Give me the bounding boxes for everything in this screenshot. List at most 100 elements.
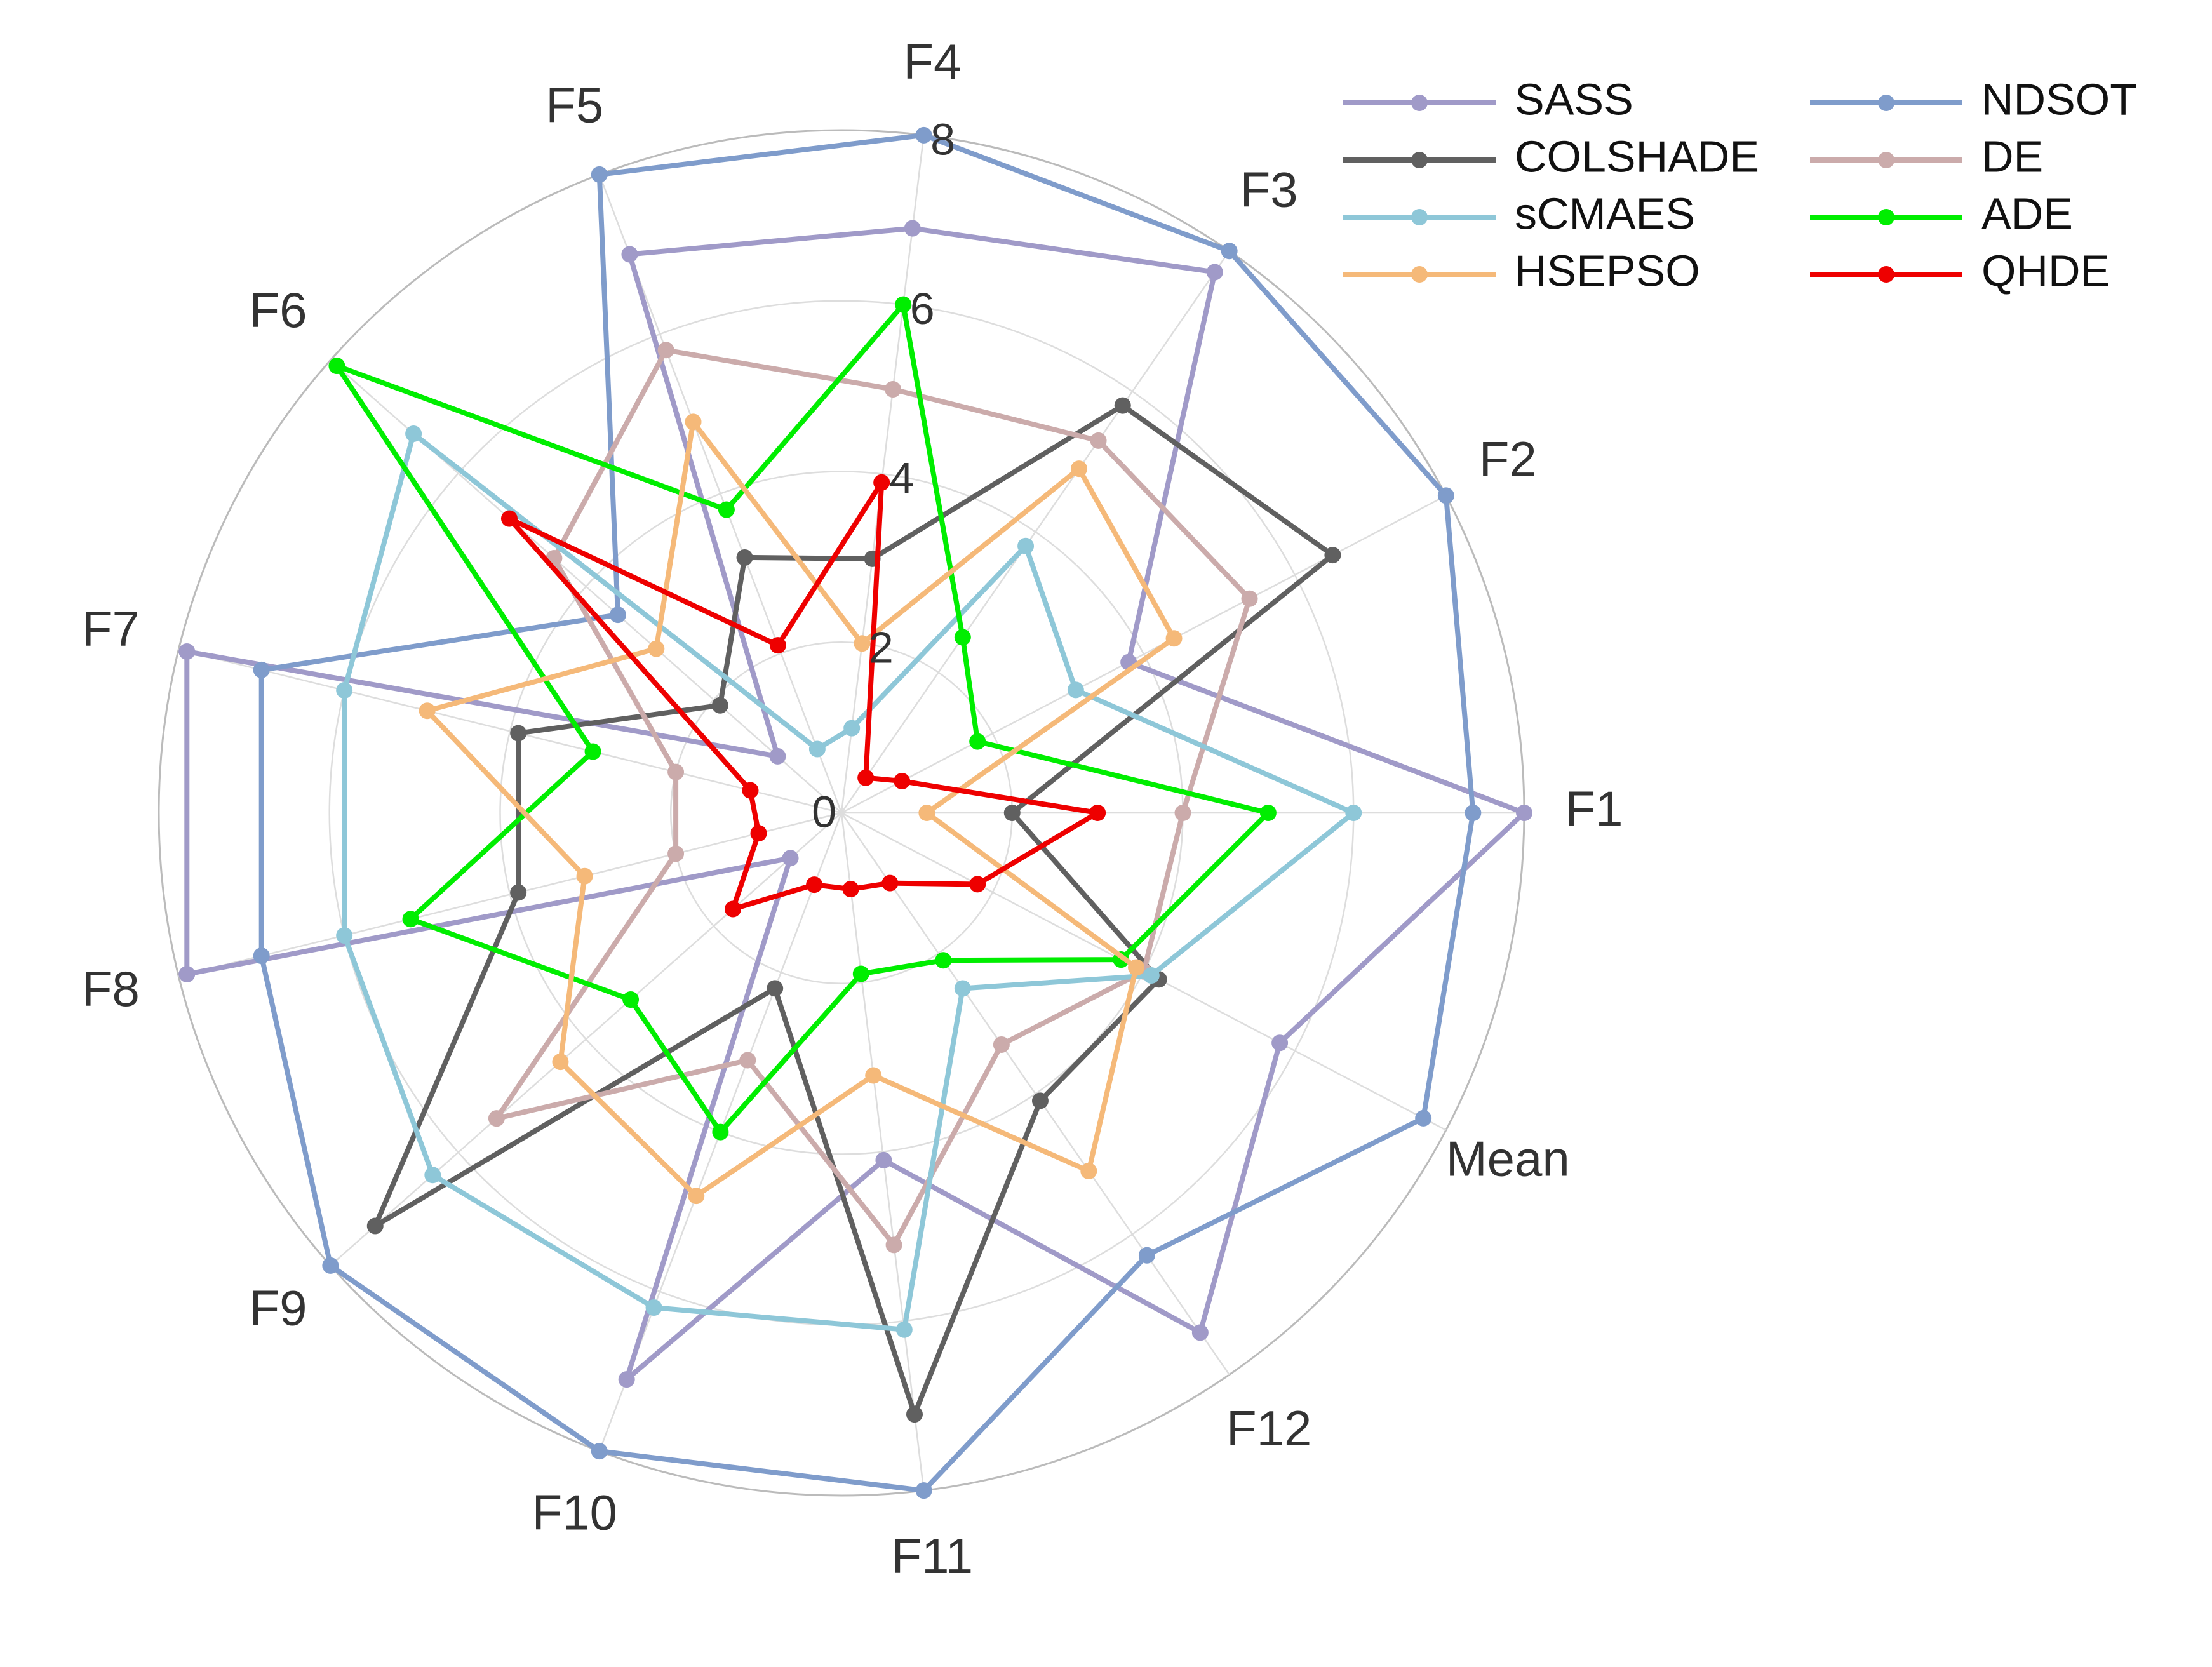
r-tick-label: 4	[889, 453, 914, 503]
data-point-sass	[1516, 805, 1532, 821]
data-point-ade	[895, 296, 912, 313]
data-point-de	[739, 1052, 756, 1069]
data-point-scmaes	[1143, 967, 1160, 984]
axis-label-f6: F6	[249, 282, 307, 338]
data-point-hsepso	[648, 640, 665, 657]
data-point-qhde	[742, 782, 759, 799]
series-line-ade	[334, 302, 1271, 1135]
axis-label-f12: F12	[1226, 1400, 1311, 1456]
data-point-ndsot	[609, 606, 626, 624]
data-point-ndsot	[591, 166, 608, 183]
data-point-de	[667, 763, 685, 780]
data-point-colshade	[736, 549, 753, 566]
axis-label-f5: F5	[546, 77, 603, 133]
legend-label-scmaes: sCMAES	[1515, 189, 1695, 238]
legend-label-ade: ADE	[1981, 189, 2073, 238]
data-point-qhde	[894, 773, 911, 790]
axis-label-f1: F1	[1565, 781, 1623, 837]
data-point-colshade	[510, 725, 527, 742]
data-point-ndsot	[322, 1257, 339, 1274]
axis-label-mean: Mean	[1446, 1130, 1570, 1186]
data-point-hsepso	[1080, 1163, 1097, 1180]
data-point-scmaes	[808, 740, 826, 758]
data-point-colshade	[1114, 397, 1131, 414]
data-point-hsepso	[1071, 460, 1088, 478]
data-point-hsepso	[419, 702, 436, 720]
legend-label-qhde: QHDE	[1981, 246, 2110, 295]
grid-spoke	[178, 812, 842, 977]
data-point-colshade	[1031, 1092, 1049, 1109]
data-point-ade	[328, 358, 345, 375]
axis-label-f9: F9	[249, 1280, 307, 1336]
data-point-sass	[1271, 1034, 1289, 1052]
r-tick-label: 0	[812, 787, 836, 836]
data-point-ade	[402, 911, 419, 928]
data-point-colshade	[510, 884, 527, 901]
grid-spoke	[840, 812, 925, 1491]
r-tick-label: 6	[910, 284, 935, 333]
legend-swatch-marker	[1411, 266, 1428, 283]
data-point-scmaes	[1067, 681, 1084, 699]
series-sass	[178, 220, 1532, 1388]
data-point-qhde	[857, 769, 875, 786]
grid-spoke	[840, 135, 925, 813]
data-point-scmaes	[336, 927, 353, 944]
data-point-sass	[769, 747, 786, 765]
data-point-ndsot	[1465, 805, 1482, 821]
data-point-hsepso	[1165, 630, 1183, 647]
data-point-ade	[622, 991, 640, 1008]
legend-item-hsepso: HSEPSO	[1343, 246, 1700, 295]
data-point-qhde	[969, 876, 986, 893]
data-point-scmaes	[1017, 537, 1035, 554]
data-point-de	[1174, 805, 1191, 821]
legend-label-colshade: COLSHADE	[1515, 131, 1759, 181]
data-point-sass	[618, 1371, 635, 1388]
legend-swatch-marker	[1411, 95, 1428, 111]
data-point-hsepso	[865, 1067, 882, 1084]
legend-swatch-marker	[1878, 152, 1894, 168]
series-line-scmaes	[342, 431, 1357, 1332]
data-point-ndsot	[1437, 487, 1454, 504]
legend-item-colshade: COLSHADE	[1343, 131, 1759, 181]
data-point-ndsot	[253, 947, 270, 965]
data-point-ndsot	[1221, 243, 1238, 260]
data-point-scmaes	[424, 1167, 441, 1184]
legend-swatch-marker	[1878, 209, 1894, 225]
data-point-sass	[782, 850, 799, 867]
axis-label-f7: F7	[82, 601, 140, 657]
data-point-ndsot	[915, 126, 932, 144]
data-point-colshade	[366, 1217, 384, 1235]
data-point-scmaes	[645, 1299, 662, 1316]
legend-label-sass: SASS	[1515, 74, 1633, 124]
data-point-hsepso	[685, 413, 702, 431]
legend-item-scmaes: sCMAES	[1343, 189, 1695, 238]
data-point-ndsot	[915, 1482, 932, 1499]
data-point-de	[993, 1036, 1010, 1053]
grid-spoke	[841, 495, 1447, 814]
axis-label-f8: F8	[82, 961, 140, 1017]
data-point-scmaes	[405, 425, 422, 442]
data-point-de	[488, 1110, 505, 1127]
data-point-ade	[712, 1123, 729, 1141]
data-point-hsepso	[854, 635, 871, 652]
axis-label-f2: F2	[1479, 431, 1537, 487]
data-point-qhde	[1089, 805, 1106, 821]
data-point-de	[1241, 590, 1258, 607]
data-point-colshade	[1003, 805, 1021, 821]
data-point-sass	[621, 246, 638, 263]
legend-item-sass: SASS	[1343, 74, 1633, 124]
data-point-qhde	[750, 825, 767, 842]
grid-spoke	[330, 812, 842, 1266]
legend-item-qhde: QHDE	[1810, 246, 2110, 295]
r-tick-label: 2	[869, 623, 894, 673]
series-qhde	[500, 474, 1106, 918]
data-point-scmaes	[895, 1321, 913, 1338]
data-point-ade	[969, 733, 986, 750]
data-point-scmaes	[1345, 805, 1362, 821]
data-point-colshade	[711, 697, 728, 714]
radar-series	[178, 126, 1532, 1499]
series-scmaes	[336, 425, 1362, 1338]
data-point-de	[657, 342, 674, 359]
data-point-hsepso	[688, 1188, 705, 1205]
